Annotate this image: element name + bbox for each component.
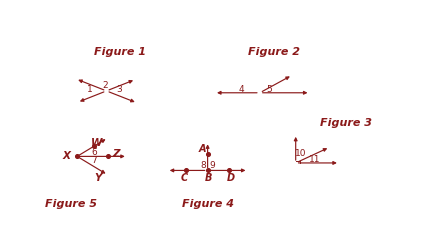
Text: 1: 1 xyxy=(87,86,92,95)
Text: A: A xyxy=(199,144,206,154)
Point xyxy=(204,152,211,156)
Text: 6: 6 xyxy=(91,148,97,157)
Text: C: C xyxy=(180,173,187,183)
Text: 9: 9 xyxy=(209,161,215,170)
Text: Figure 5: Figure 5 xyxy=(45,199,96,209)
Text: Figure 4: Figure 4 xyxy=(181,199,234,209)
Point xyxy=(226,168,232,172)
Text: 5: 5 xyxy=(266,85,272,94)
Point xyxy=(105,155,112,158)
Text: Y: Y xyxy=(95,173,102,183)
Text: 8: 8 xyxy=(200,161,206,170)
Point xyxy=(91,144,97,148)
Text: X: X xyxy=(63,151,71,161)
Text: Figure 3: Figure 3 xyxy=(320,118,372,128)
Point xyxy=(183,168,190,172)
Text: Figure 2: Figure 2 xyxy=(248,47,301,57)
Point xyxy=(74,155,80,158)
Point xyxy=(204,168,211,172)
Text: 3: 3 xyxy=(117,86,123,95)
Text: 2: 2 xyxy=(102,81,108,90)
Text: D: D xyxy=(227,173,235,183)
Text: 7: 7 xyxy=(91,156,97,165)
Text: W: W xyxy=(91,138,102,148)
Text: Z: Z xyxy=(112,149,120,159)
Text: 4: 4 xyxy=(239,85,245,94)
Text: B: B xyxy=(205,173,212,183)
Text: Figure 1: Figure 1 xyxy=(93,47,146,57)
Text: 10: 10 xyxy=(295,149,306,158)
Text: 11: 11 xyxy=(309,155,320,164)
